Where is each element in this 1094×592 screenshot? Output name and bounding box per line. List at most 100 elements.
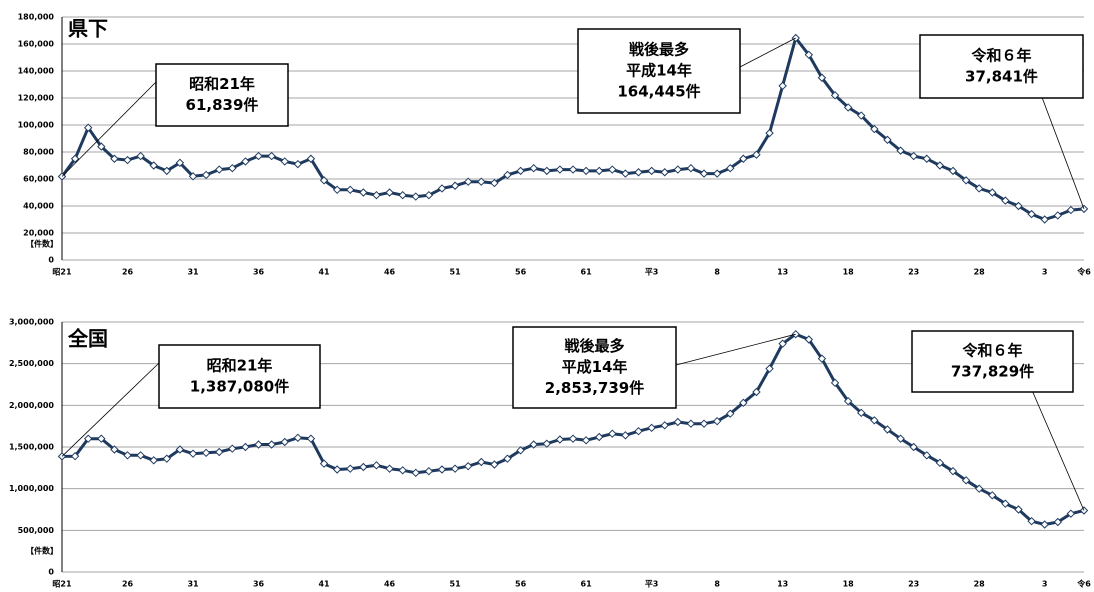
annotation-text: 1,387,080件	[190, 378, 289, 396]
x-tick-label: 61	[581, 580, 593, 589]
x-tick-label: 13	[777, 580, 788, 589]
data-point	[503, 170, 512, 180]
data-point	[188, 449, 198, 458]
y-tick-label: 0	[48, 256, 54, 265]
data-point	[267, 440, 276, 449]
data-point	[385, 188, 394, 197]
data-point	[359, 462, 368, 472]
data-point	[739, 398, 748, 408]
data-point	[581, 166, 591, 176]
annotation-text: 164,445件	[617, 83, 700, 101]
data-point	[830, 378, 840, 388]
annotation-box	[512, 326, 677, 409]
x-tick-label: 令6	[1076, 579, 1091, 589]
x-tick-label: 31	[187, 580, 199, 589]
y-tick-label: 20,000	[23, 229, 54, 238]
data-point	[411, 468, 420, 478]
data-point	[188, 172, 198, 181]
data-point	[463, 461, 473, 471]
data-point	[241, 442, 250, 452]
data-point	[1066, 205, 1076, 215]
data-point	[660, 421, 669, 430]
data-point	[293, 433, 303, 443]
data-point	[922, 154, 931, 163]
data-point	[752, 150, 761, 159]
annotation-box	[155, 63, 289, 127]
x-tick-label: 46	[384, 268, 396, 277]
data-point	[594, 166, 604, 176]
data-point	[529, 163, 538, 173]
x-tick-label: 平3	[645, 268, 659, 277]
annotation-text: 平成14年	[562, 358, 628, 376]
data-point	[948, 166, 958, 176]
data-point	[228, 444, 237, 453]
data-point	[346, 185, 355, 195]
data-point	[1053, 517, 1062, 527]
data-point	[1040, 215, 1049, 224]
data-point	[830, 91, 840, 100]
data-point	[424, 466, 434, 476]
data-point	[817, 73, 827, 82]
x-tick-label: 18	[843, 268, 855, 277]
data-point	[529, 440, 538, 449]
x-tick-label: 51	[450, 580, 462, 589]
data-point	[1014, 505, 1023, 514]
data-point	[450, 181, 460, 190]
data-point	[280, 157, 289, 166]
y-tick-label: 60,000	[23, 175, 54, 184]
data-point	[1066, 509, 1076, 518]
data-point	[922, 451, 931, 460]
data-point	[1014, 201, 1023, 211]
data-point	[935, 458, 945, 468]
annotation-text: 昭和21年	[207, 357, 273, 375]
data-point	[503, 454, 512, 463]
y-tick-label: 0	[48, 568, 54, 577]
data-point	[608, 429, 617, 438]
data-point	[83, 123, 93, 132]
data-point	[988, 188, 997, 197]
y-tick-label: 2,500,000	[9, 359, 54, 368]
x-tick-label: 3	[1042, 580, 1048, 589]
data-point	[1027, 209, 1036, 219]
data-point	[450, 464, 460, 473]
data-point	[712, 416, 722, 426]
x-tick-label: 56	[515, 268, 527, 277]
data-point	[83, 434, 93, 443]
data-point	[974, 184, 984, 193]
y-tick-label: 500,000	[18, 526, 55, 535]
data-point	[359, 188, 368, 197]
data-point	[398, 190, 407, 200]
data-point	[791, 329, 800, 339]
data-point	[647, 423, 656, 433]
data-point	[1053, 211, 1062, 220]
data-point	[634, 168, 643, 177]
data-point	[896, 434, 905, 443]
data-point	[974, 484, 984, 493]
x-tick-label: 令6	[1076, 267, 1091, 277]
data-point	[490, 460, 499, 469]
data-point	[162, 166, 172, 176]
x-tick-label: 31	[187, 268, 199, 277]
data-point	[1079, 204, 1089, 214]
data-point	[411, 192, 420, 201]
y-tick-label: 180,000	[18, 13, 55, 22]
data-point	[398, 466, 407, 475]
data-point	[594, 432, 604, 442]
data-point	[778, 339, 787, 348]
data-point	[542, 166, 552, 176]
data-point	[254, 440, 263, 449]
annotation-text: 61,839件	[186, 96, 259, 114]
y-tick-label: 2,000,000	[9, 401, 54, 410]
data-point	[490, 178, 499, 188]
data-point	[201, 170, 211, 180]
x-tick-label: 8	[714, 268, 720, 277]
data-point	[568, 434, 578, 443]
data-point	[857, 111, 866, 120]
data-point	[319, 459, 329, 468]
data-point	[621, 431, 630, 440]
x-tick-label: 26	[122, 580, 134, 589]
data-point	[516, 166, 525, 176]
data-point	[804, 50, 814, 60]
y-tick-label: 140,000	[18, 67, 55, 76]
